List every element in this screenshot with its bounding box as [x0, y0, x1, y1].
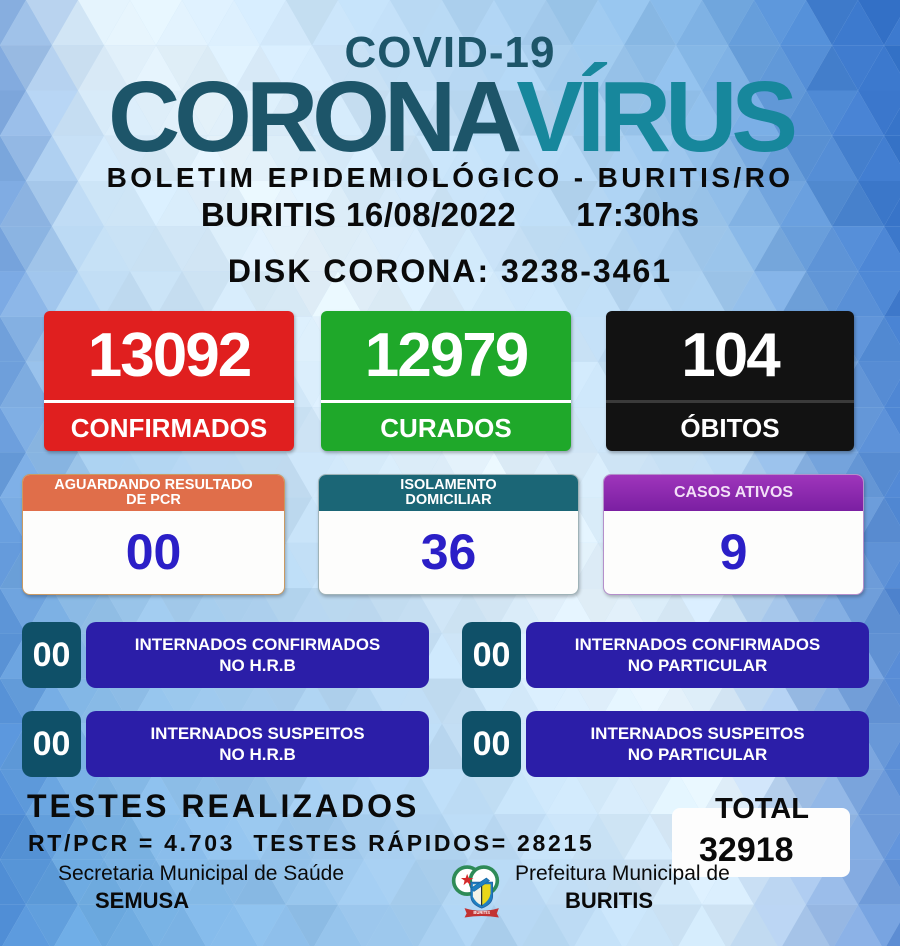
svg-text:BURITIS: BURITIS [473, 910, 490, 915]
